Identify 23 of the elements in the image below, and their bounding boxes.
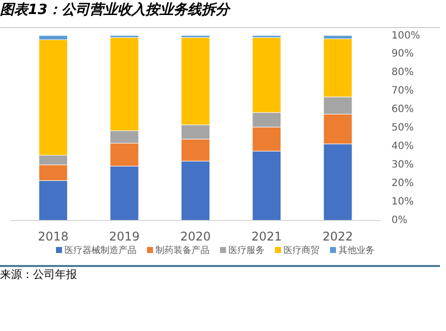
- x-tick-label: 2022: [322, 230, 354, 244]
- y-tick-label: 100%: [392, 30, 420, 42]
- legend-label: 其他业务: [338, 246, 374, 256]
- legend-label: 医疗器械制造产品: [64, 246, 136, 256]
- y-tick-label: 10%: [392, 196, 414, 208]
- x-tick-label: 2019: [109, 230, 140, 244]
- source-note: 来源：公司年报: [0, 267, 77, 283]
- y-tick-label: 30%: [392, 160, 414, 170]
- y-tick-label: 20%: [392, 178, 414, 189]
- legend-label: 制药装备产品: [156, 246, 210, 256]
- y-tick-label: 0%: [392, 215, 408, 226]
- y-tick-label: 90%: [392, 48, 414, 60]
- y-tick-label: 60%: [392, 104, 414, 115]
- y-tick-label: 50%: [392, 122, 414, 134]
- chart-title: 图表13：公司营业收入按业务线拆分: [0, 1, 230, 20]
- y-tick-label: 80%: [392, 67, 414, 78]
- x-tick-label: 2020: [180, 230, 211, 244]
- legend-label: 医疗商贸: [284, 246, 320, 256]
- y-tick-label: 70%: [392, 86, 414, 96]
- legend-label: 医疗服务: [228, 246, 264, 256]
- x-tick-label: 2018: [38, 230, 68, 244]
- y-tick-label: 40%: [392, 141, 414, 152]
- x-tick-label: 2021: [251, 230, 282, 244]
